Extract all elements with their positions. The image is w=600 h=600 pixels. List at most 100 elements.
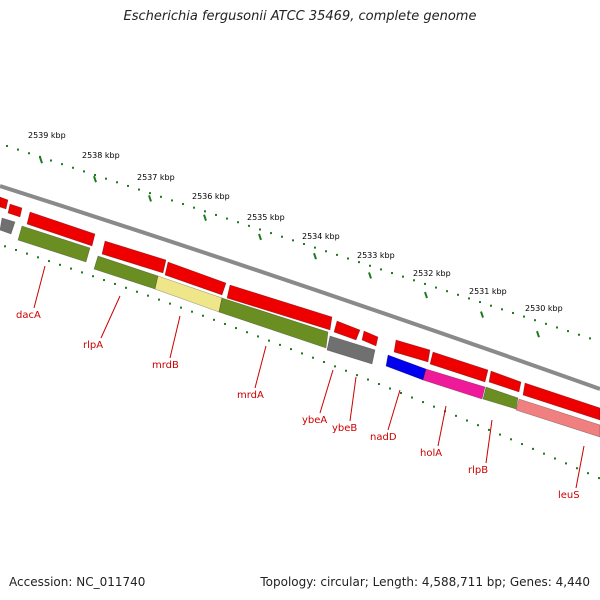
inner-ruler-dot <box>290 348 292 351</box>
label-leader <box>437 405 447 447</box>
gene-label: ybeA <box>302 415 327 426</box>
ruler-dot <box>402 275 404 278</box>
ruler-dot <box>127 184 129 187</box>
gene-label: rlpA <box>83 340 103 351</box>
gene-feature <box>0 217 16 235</box>
map-title: Escherichia fergusonii ATCC 35469, compl… <box>123 9 477 24</box>
ruler-major-tick <box>313 252 317 260</box>
ruler-dot <box>303 242 305 245</box>
kbp-label: 2539 kbp <box>28 131 66 140</box>
kbp-label: 2530 kbp <box>525 304 563 313</box>
ruler-dot <box>501 308 503 311</box>
ruler-major-tick <box>480 311 484 318</box>
ruler-dot <box>17 148 19 151</box>
kbp-label: 2534 kbp <box>302 232 340 241</box>
inner-ruler-dot <box>125 286 127 289</box>
inner-ruler-dot <box>411 396 413 399</box>
inner-ruler-dot <box>433 405 435 408</box>
gene-feature <box>226 284 333 331</box>
gene-labels: dacA rlpA mrdB mrdA ybeA ybeB nadD holA rlpB leuS <box>16 310 580 501</box>
ruler-major-tick <box>536 330 540 338</box>
ruler-dot <box>94 174 96 177</box>
label-leader <box>33 265 46 309</box>
inner-ruler-dot <box>389 387 391 390</box>
label-leader <box>169 315 181 359</box>
label-leader <box>319 369 334 414</box>
ruler-dot <box>270 232 272 235</box>
ruler-dot <box>171 199 173 202</box>
gene-feature <box>422 368 486 400</box>
inner-ruler-dot <box>422 401 424 404</box>
inner-ruler-dot <box>59 263 61 266</box>
ruler-major-ticks <box>39 156 540 338</box>
label-leader <box>575 445 585 489</box>
gene-feature <box>164 261 227 296</box>
inner-ruler-dot <box>103 279 105 282</box>
inner-ruler-dot <box>543 452 545 455</box>
inner-ruler-dot <box>565 462 567 465</box>
ruler-dot <box>83 170 85 173</box>
ruler-dot <box>149 192 151 195</box>
inner-ruler-dot <box>136 290 138 293</box>
ruler-dot <box>424 282 426 285</box>
ruler-dot <box>446 290 448 293</box>
inner-ruler-dot <box>554 457 556 460</box>
ruler-dot <box>39 155 41 158</box>
inner-ruler-dot <box>257 335 259 338</box>
inner-ruler-dot <box>169 302 171 305</box>
ruler-major-tick <box>93 175 97 183</box>
ruler-dot <box>534 319 536 322</box>
inner-ruler-dot <box>466 419 468 422</box>
ruler-dot <box>457 293 459 296</box>
inner-ruler-dot <box>477 424 479 427</box>
inner-ruler <box>4 245 600 480</box>
ruler-dot <box>479 301 481 304</box>
ruler-major-tick <box>39 156 43 164</box>
inner-ruler-dot <box>598 477 600 480</box>
gene-feature <box>218 297 329 349</box>
gene-feature <box>17 225 91 263</box>
ruler-dot <box>237 221 239 224</box>
inner-ruler-dot <box>37 256 39 259</box>
inner-ruler-dot <box>114 282 116 285</box>
gene-feature <box>333 320 361 341</box>
kbp-label: 2531 kbp <box>469 287 507 296</box>
ruler-dot <box>413 279 415 282</box>
inner-ruler-dot <box>455 414 457 417</box>
inner-ruler-dot <box>521 443 523 446</box>
label-leader <box>100 295 121 339</box>
gene-feature <box>393 339 431 363</box>
gene-label: mrdA <box>237 390 264 401</box>
label-leader <box>254 345 267 389</box>
ruler-major-tick <box>203 214 207 221</box>
inner-ruler-dot <box>4 245 6 248</box>
gene-feature <box>361 330 379 347</box>
ruler-dot <box>292 239 294 242</box>
ruler-dot <box>6 144 8 147</box>
inner-ruler-dot <box>246 331 248 334</box>
inner-ruler-dot <box>587 472 589 475</box>
inner-ruler-dot <box>334 365 336 368</box>
gene-label: leuS <box>558 490 580 501</box>
ruler-dot <box>215 213 217 216</box>
gene-feature <box>482 386 519 410</box>
ruler-dot <box>347 257 349 260</box>
ruler-dot <box>61 163 63 166</box>
gene-label: holA <box>420 448 442 459</box>
ruler-dot <box>259 228 261 231</box>
ruler-dot <box>490 304 492 307</box>
genome-backbone <box>0 184 600 391</box>
ruler-dot <box>512 311 514 314</box>
kbp-label: 2537 kbp <box>137 173 175 182</box>
label-leader <box>387 389 401 431</box>
inner-ruler-dot <box>488 428 490 431</box>
kbp-label: 2532 kbp <box>413 269 451 278</box>
inner-ruler-dot <box>224 322 226 325</box>
ruler-dot <box>556 326 558 329</box>
ruler-dot <box>138 188 140 191</box>
inner-ruler-dot <box>213 318 215 321</box>
inner-ruler-dot <box>323 361 325 364</box>
inner-ruler-dot <box>26 252 28 255</box>
kbp-labels: 2539 kbp 2538 kbp 2537 kbp 2536 kbp 2535 kbp… <box>28 131 563 313</box>
ruler-dot <box>182 203 184 206</box>
